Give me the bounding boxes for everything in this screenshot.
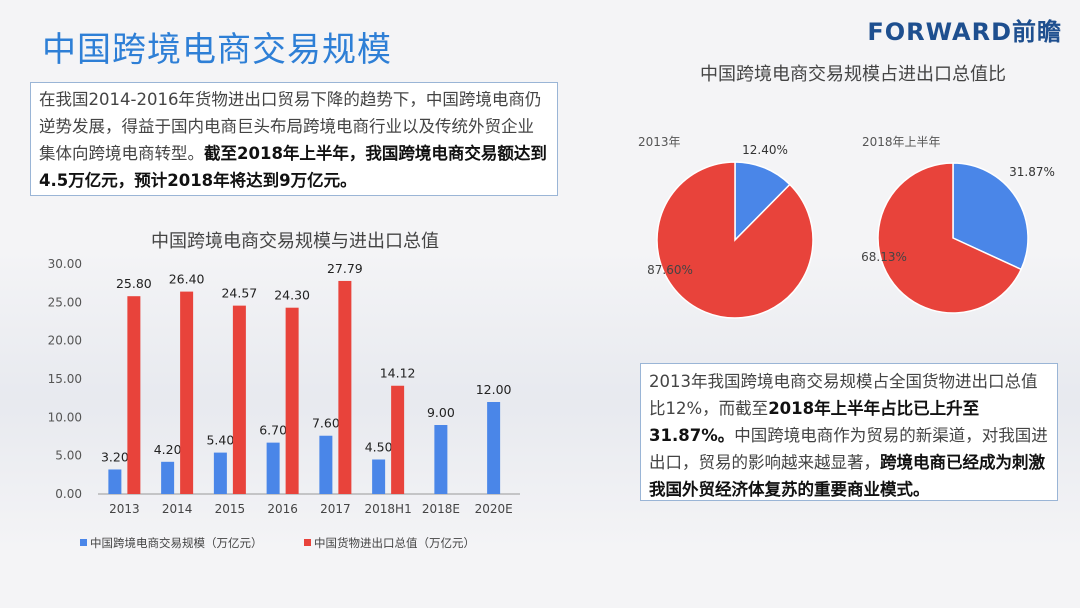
bar-x-tick-label: 2014 <box>162 502 193 516</box>
bar-x-tick-label: 2015 <box>215 502 246 516</box>
bar-y-tick-label: 15.00 <box>48 372 82 386</box>
bar-trade-total <box>127 296 141 494</box>
pie-slice-ecommerce <box>952 162 1029 271</box>
bar-trade-total <box>285 307 299 494</box>
bar-x-tick-label: 2018H1 <box>365 502 412 516</box>
bar-ecommerce <box>266 442 280 494</box>
bar-chart-title: 中国跨境电商交易规模与进出口总值 <box>151 231 439 252</box>
bar-data-label: 24.30 <box>274 288 310 303</box>
bar-ecommerce <box>213 452 227 494</box>
bar-data-label: 27.79 <box>327 261 363 276</box>
legend-swatch <box>80 539 87 546</box>
bar-x-tick-label: 2018E <box>422 502 460 516</box>
bar-data-label: 5.40 <box>206 433 234 448</box>
bar-trade-total <box>180 291 194 494</box>
pie-chart-title: 中国跨境电商交易规模占进出口总值比 <box>700 64 1006 85</box>
bar-data-label: 26.40 <box>169 272 205 287</box>
legend-label: 中国货物进出口总值（万亿元） <box>314 536 475 550</box>
bar-data-label: 9.00 <box>427 405 455 420</box>
brand-logo: FORWARD前瞻 <box>867 18 1062 46</box>
intro-text-normal: 在我国2014-2016年货物进出口贸易下降的趋势下，中国跨境电商仍逆势发展，得… <box>39 90 542 163</box>
pie-slice-label: 31.87% <box>1009 165 1055 179</box>
bar-x-tick-label: 2013 <box>109 502 140 516</box>
bar-data-label: 14.12 <box>380 366 416 381</box>
bar-ecommerce <box>161 461 175 494</box>
note-text-p1: 2013年我国跨境电商交易规模占全国货物进出口总值比12%，而截至 <box>649 372 1038 418</box>
pie-2018h1-subtitle: 2018年上半年 <box>862 135 941 149</box>
pie-slice-other <box>656 161 814 319</box>
bar-y-tick-label: 0.00 <box>55 487 82 501</box>
pie-2013-subtitle: 2013年 <box>638 135 681 149</box>
bar-ecommerce <box>372 459 386 494</box>
bar-x-tick-label: 2020E <box>475 502 513 516</box>
note-text-b2: 跨境电商已经成为刺激我国外贸经济体复苏的重要商业模式。 <box>649 453 1045 499</box>
legend-label: 中国跨境电商交易规模（万亿元） <box>90 536 263 550</box>
bar-y-tick-label: 10.00 <box>48 410 82 424</box>
note-text-p2: 中国跨境电商作为贸易的新渠道，对我国进出口，贸易的影响越来越显著， <box>649 426 1048 472</box>
bar-data-label: 24.57 <box>221 286 257 301</box>
bar-y-tick-label: 30.00 <box>48 257 82 271</box>
bar-ecommerce <box>434 425 448 494</box>
note-text-b1: 2018年上半年占比已上升至31.87%。 <box>649 399 980 445</box>
page-title: 中国跨境电商交易规模 <box>42 30 392 70</box>
pie-slice-label: 87.60% <box>647 263 693 277</box>
bar-trade-total <box>391 385 405 494</box>
legend-swatch <box>304 539 311 546</box>
bar-x-tick-label: 2016 <box>267 502 298 516</box>
note-text-box: 2013年我国跨境电商交易规模占全国货物进出口总值比12%，而截至2018年上半… <box>640 363 1058 501</box>
bar-trade-total <box>232 305 246 494</box>
bar-ecommerce <box>487 402 501 494</box>
intro-text-bold: 截至2018年上半年，我国跨境电商交易额达到4.5万亿元，预计2018年将达到9… <box>39 144 547 190</box>
bar-data-label: 3.20 <box>101 449 129 464</box>
bar-ecommerce <box>108 469 122 494</box>
pie-charts: 中国跨境电商交易规模占进出口总值比 2013年 2018年上半年 12.40% 8… <box>638 64 1055 319</box>
bar-data-label: 4.20 <box>154 442 182 457</box>
bar-chart: 中国跨境电商交易规模与进出口总值 0.00 5.00 10.00 15.00 20.00… <box>48 231 520 550</box>
bar-data-label: 12.00 <box>476 382 512 397</box>
bar-ecommerce <box>319 435 333 494</box>
bar-data-label: 7.60 <box>312 416 340 431</box>
pie-slice-ecommerce <box>734 161 791 242</box>
pie-slice-other <box>877 162 1023 314</box>
bar-y-tick-label: 25.00 <box>48 295 82 309</box>
bar-data-label: 4.50 <box>365 440 393 455</box>
bar-trade-total <box>338 280 352 494</box>
bar-y-tick-label: 20.00 <box>48 334 82 348</box>
bar-data-label: 25.80 <box>116 276 152 291</box>
bar-y-tick-label: 5.00 <box>55 449 82 463</box>
bar-data-label: 6.70 <box>259 423 287 438</box>
intro-text-box: 在我国2014-2016年货物进出口贸易下降的趋势下，中国跨境电商仍逆势发展，得… <box>30 82 558 196</box>
bar-x-tick-label: 2017 <box>320 502 351 516</box>
pie-slice-label: 68.13% <box>861 250 907 264</box>
pie-slice-label: 12.40% <box>742 143 788 157</box>
